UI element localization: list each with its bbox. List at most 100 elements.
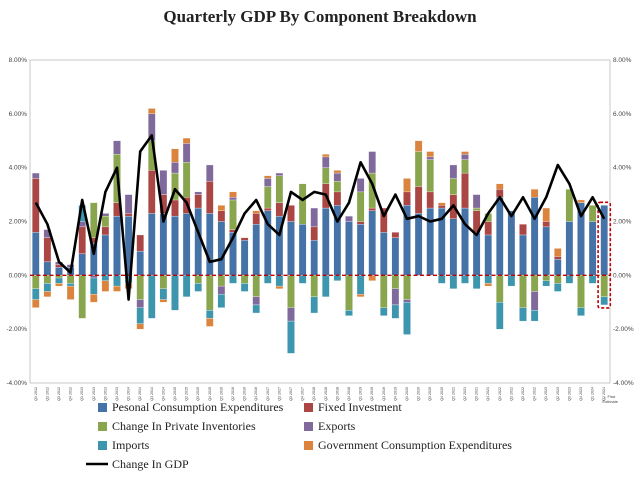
bar-segment bbox=[414, 213, 423, 276]
x-tick-label: Q4 2017 bbox=[301, 387, 305, 401]
bar-segment bbox=[287, 221, 295, 276]
y-tick-label-right: 8.00% bbox=[613, 57, 632, 64]
bar-segment bbox=[240, 237, 249, 241]
bar-segment bbox=[298, 275, 307, 284]
bar-segment bbox=[55, 277, 63, 284]
bar-segment bbox=[577, 307, 585, 316]
bar-segment bbox=[194, 275, 202, 284]
bar-segment bbox=[136, 307, 144, 324]
bar-segment bbox=[333, 170, 342, 174]
gdp-line bbox=[34, 134, 606, 301]
bar-segment bbox=[113, 285, 121, 292]
x-tick-label: Q3 2017 bbox=[289, 387, 293, 401]
bar-segment bbox=[264, 207, 272, 211]
x-tick-label: Q1 2024 bbox=[591, 387, 595, 401]
y-tick-label-right: 6.00% bbox=[613, 111, 632, 118]
bar-segment bbox=[252, 304, 260, 314]
bar-segment bbox=[101, 226, 110, 236]
x-tick-label: Q2 2022 bbox=[509, 387, 513, 401]
bar-segment bbox=[333, 191, 342, 206]
bar-segment bbox=[136, 299, 144, 308]
bar-segment bbox=[356, 178, 365, 193]
x-tick-label: Q2 2021 bbox=[463, 387, 467, 401]
bar-segment bbox=[449, 164, 458, 179]
bar-segment bbox=[310, 207, 318, 228]
bar-segment bbox=[356, 224, 365, 276]
bar-segment bbox=[542, 221, 550, 228]
x-note: - First bbox=[605, 394, 616, 399]
bar-segment bbox=[380, 207, 388, 233]
y-tick-label-left: -2.00% bbox=[6, 326, 27, 333]
x-tick-label: Q2 2012 bbox=[45, 387, 49, 401]
bar-segment bbox=[182, 162, 191, 198]
legend-label: Government Consumption Expenditures bbox=[318, 438, 512, 452]
bar-segment bbox=[333, 180, 342, 193]
bar-segment bbox=[380, 275, 388, 308]
x-tick-label: Q4 2018 bbox=[347, 387, 351, 401]
bar-segment bbox=[32, 172, 40, 179]
bar-segment bbox=[171, 215, 179, 276]
bar-segment bbox=[542, 275, 550, 281]
bar-segment bbox=[345, 221, 353, 276]
bar-segment bbox=[403, 275, 411, 300]
bar-segment bbox=[438, 205, 446, 209]
bar-segment bbox=[554, 256, 562, 260]
bar-segment bbox=[136, 323, 144, 330]
bar-segment bbox=[287, 320, 295, 354]
bar-segment bbox=[530, 197, 539, 276]
bar-segment bbox=[275, 175, 284, 203]
bar-segment bbox=[322, 167, 330, 184]
y-tick-label-right: -2.00% bbox=[613, 326, 634, 333]
y-tick-label-right: 2.00% bbox=[613, 219, 632, 226]
x-tick-label: Q2 2015 bbox=[185, 387, 189, 401]
y-tick-label-left: 0.00% bbox=[9, 272, 28, 279]
bar-segment bbox=[229, 197, 237, 201]
x-tick-label: Q1 2021 bbox=[451, 387, 455, 401]
x-tick-label: Q1 2020 bbox=[405, 387, 409, 401]
bar-segment bbox=[426, 156, 434, 160]
bar-segment bbox=[240, 275, 249, 284]
bar-segment bbox=[507, 275, 516, 287]
bar-segment bbox=[55, 267, 63, 276]
bar-segment bbox=[426, 151, 434, 158]
bar-segment bbox=[310, 296, 318, 314]
x-tick-label: Q1 2014 bbox=[127, 387, 131, 401]
x-tick-label: Q1 2019 bbox=[359, 387, 363, 401]
legend-label: Change In Private Inventories bbox=[112, 419, 256, 433]
bar-segment bbox=[449, 275, 458, 289]
bar-segment bbox=[530, 291, 539, 311]
bar-segment bbox=[182, 137, 191, 144]
legend-swatch bbox=[98, 403, 107, 412]
bar-segment bbox=[426, 191, 434, 209]
bar-segment bbox=[461, 154, 469, 160]
bar-segment bbox=[496, 275, 504, 303]
bar-segment bbox=[171, 148, 179, 163]
bar-segment bbox=[264, 186, 272, 209]
bar-segment bbox=[66, 285, 75, 300]
legend-label: Pesonal Consumption Expenditures bbox=[112, 400, 284, 414]
bar-segment bbox=[66, 283, 75, 287]
bar-segment bbox=[101, 213, 110, 217]
bar-segment bbox=[32, 275, 40, 289]
bar-segment bbox=[414, 186, 423, 214]
bar-segment bbox=[542, 207, 550, 222]
bar-segment bbox=[391, 304, 400, 319]
bar-segment bbox=[403, 299, 411, 303]
bar-segment bbox=[449, 218, 458, 276]
bar-segment bbox=[252, 210, 260, 214]
bar-segment bbox=[148, 275, 156, 319]
bar-segment bbox=[252, 213, 260, 225]
bar-segment bbox=[403, 178, 411, 193]
bar-segment bbox=[472, 275, 481, 289]
bar-segment bbox=[322, 275, 330, 298]
bar-segment bbox=[194, 283, 202, 292]
bar-segment bbox=[542, 280, 550, 287]
bar-segment bbox=[217, 205, 226, 211]
bar-segment bbox=[217, 210, 226, 222]
bar-segment bbox=[380, 307, 388, 316]
bar-segment bbox=[264, 175, 272, 179]
bar-segment bbox=[159, 288, 168, 300]
bar-segment bbox=[287, 307, 295, 322]
bar-segment bbox=[472, 194, 481, 209]
